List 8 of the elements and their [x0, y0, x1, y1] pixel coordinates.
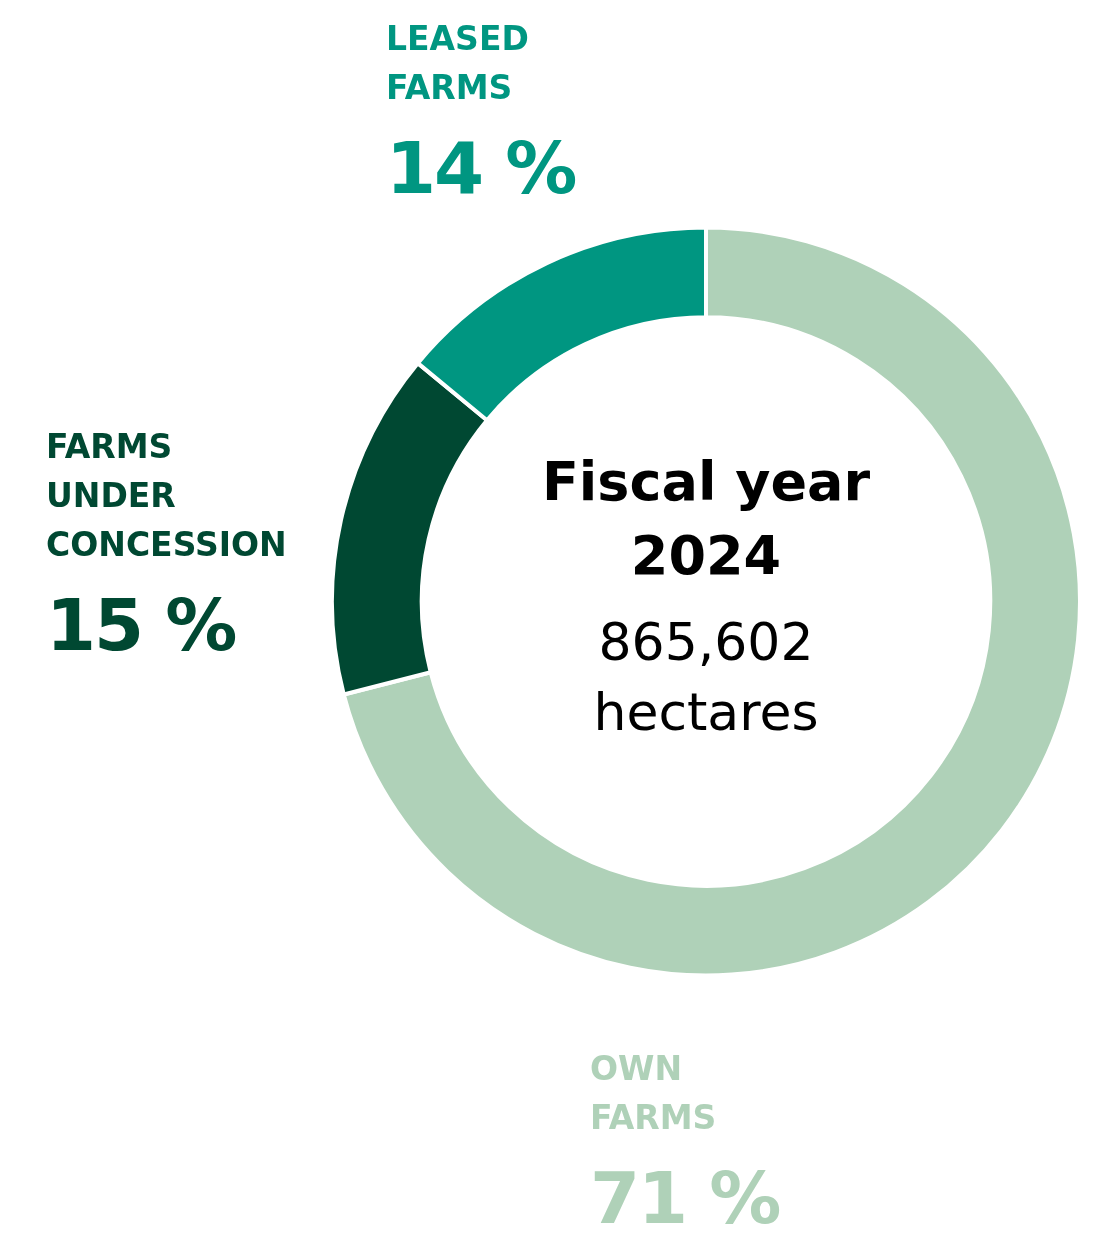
text: 865,602 hectares: [592, 611, 820, 744]
slice-label: OWN FARMS: [590, 1048, 717, 1139]
text: Fiscal year 2024: [540, 449, 872, 589]
slice-label: FARMS UNDER CONCESSION: [46, 426, 287, 566]
slice-label: LEASED FARMS: [386, 18, 529, 109]
data-label: 71 %: [590, 1156, 780, 1240]
data-label: 15 %: [46, 583, 237, 667]
data-label: 14 %: [386, 126, 576, 210]
